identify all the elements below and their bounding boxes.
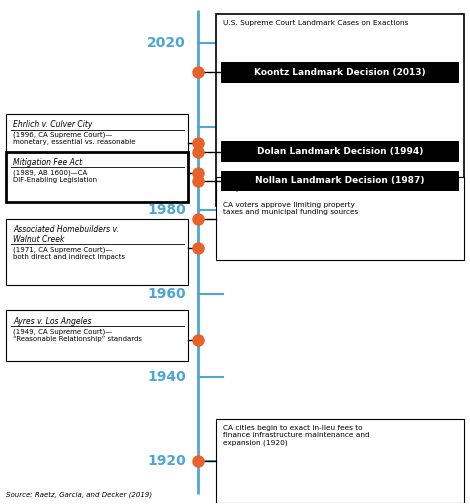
Text: Ayres v. Los Angeles: Ayres v. Los Angeles <box>13 317 92 326</box>
Text: 2000: 2000 <box>147 119 186 134</box>
FancyBboxPatch shape <box>221 170 459 192</box>
Text: Ehrlich v. Culver City: Ehrlich v. Culver City <box>13 120 93 130</box>
Text: Mitigation Fee Act: Mitigation Fee Act <box>13 158 82 167</box>
FancyBboxPatch shape <box>216 419 464 502</box>
Text: (1996, CA Supreme Court)—
monetary, essential vs. reasonable: (1996, CA Supreme Court)— monetary, esse… <box>13 132 135 145</box>
Text: U.S. Supreme Court Landmark Cases on Exactions: U.S. Supreme Court Landmark Cases on Exa… <box>223 20 409 26</box>
FancyBboxPatch shape <box>216 177 464 261</box>
Text: Nollan Landmark Decision (1987): Nollan Landmark Decision (1987) <box>255 176 425 185</box>
Text: Associated Homebuilders v.
Walnut Creek: Associated Homebuilders v. Walnut Creek <box>13 225 119 244</box>
Text: (1971, CA Supreme Court)—
both direct and indirect impacts: (1971, CA Supreme Court)— both direct an… <box>13 246 125 260</box>
Text: (1949, CA Supreme Court)—
“Reasonable Relationship” standards: (1949, CA Supreme Court)— “Reasonable Re… <box>13 328 142 342</box>
Text: Koontz Landmark Decision (2013): Koontz Landmark Decision (2013) <box>254 68 426 77</box>
Text: CA voters approve limiting property
taxes and municipal funding sources: CA voters approve limiting property taxe… <box>223 202 359 215</box>
Text: Proposition 13 (1978): Proposition 13 (1978) <box>223 183 314 192</box>
FancyBboxPatch shape <box>6 114 188 164</box>
FancyBboxPatch shape <box>6 310 188 360</box>
FancyBboxPatch shape <box>6 219 188 285</box>
FancyBboxPatch shape <box>6 152 188 202</box>
Text: 2020: 2020 <box>147 36 186 50</box>
Text: 1940: 1940 <box>147 370 186 385</box>
FancyBboxPatch shape <box>221 62 459 83</box>
Text: 1920: 1920 <box>147 454 186 468</box>
Text: Dolan Landmark Decision (1994): Dolan Landmark Decision (1994) <box>257 147 423 156</box>
Text: 1960: 1960 <box>147 287 186 301</box>
Text: 1980: 1980 <box>147 203 186 217</box>
FancyBboxPatch shape <box>221 141 459 162</box>
FancyBboxPatch shape <box>216 14 464 206</box>
Text: Source: Raetz, Garcia, and Decker (2019): Source: Raetz, Garcia, and Decker (2019) <box>6 492 152 498</box>
Text: CA cities begin to exact in-lieu fees to
finance infrastructure maintenance and
: CA cities begin to exact in-lieu fees to… <box>223 425 370 446</box>
Text: (1989, AB 1600)—CA
DIF-Enabling Legislation: (1989, AB 1600)—CA DIF-Enabling Legislat… <box>13 169 97 183</box>
